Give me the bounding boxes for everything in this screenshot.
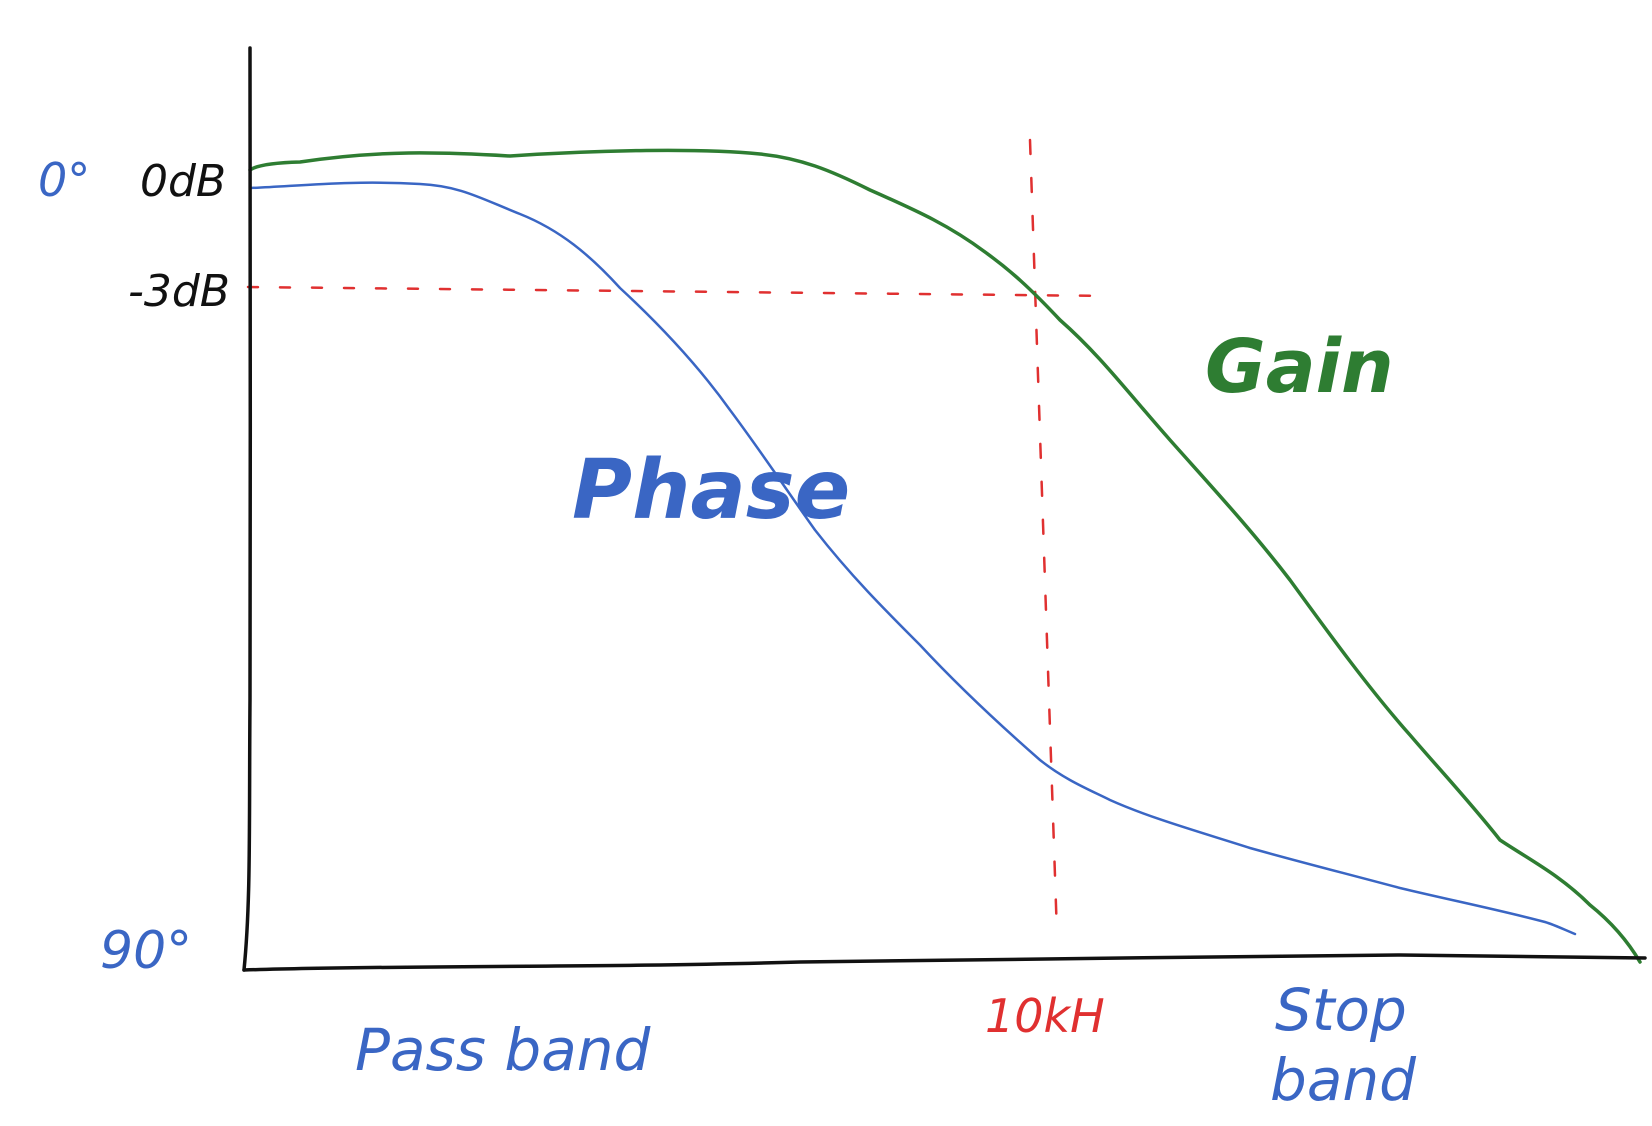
phase-curve-label: Phase: [572, 443, 850, 538]
cutoff-frequency-label: 10kH: [985, 989, 1105, 1043]
stop-band-label-line1: Stop: [1275, 976, 1407, 1044]
minus-3db-guide-line: [246, 285, 1112, 298]
gain-top-label: 0dB: [140, 156, 226, 207]
phase-curve: [248, 181, 1577, 936]
pass-band-label: Pass band: [355, 1016, 652, 1084]
cutoff-guide-line: [1028, 138, 1059, 937]
gain-curve-label: Gain: [1205, 324, 1394, 410]
gain-3db-label: -3dB: [128, 266, 230, 317]
gain-curve: [248, 148, 1642, 964]
x-axis: [242, 953, 1647, 972]
phase-top-label: 0°: [38, 153, 90, 207]
stop-band-label-line2: band: [1270, 1046, 1417, 1114]
y-axis: [242, 46, 253, 972]
phase-bottom-label: 90°: [100, 921, 192, 981]
